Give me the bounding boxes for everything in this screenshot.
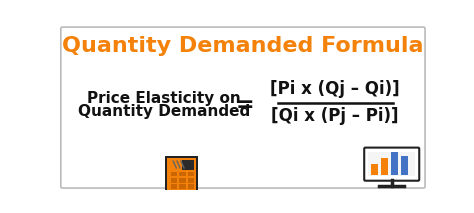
Bar xyxy=(179,190,186,195)
Bar xyxy=(171,172,177,177)
Bar xyxy=(171,178,177,183)
Bar xyxy=(171,190,177,195)
Bar xyxy=(381,158,388,175)
FancyBboxPatch shape xyxy=(61,27,425,188)
Bar xyxy=(167,158,196,193)
Bar xyxy=(171,184,177,189)
Bar xyxy=(165,157,198,195)
Bar xyxy=(391,152,398,175)
Bar xyxy=(179,172,186,177)
Bar xyxy=(169,160,182,170)
Bar xyxy=(188,190,194,195)
Text: Price Elasticity on: Price Elasticity on xyxy=(87,91,241,106)
Text: Quantity Demanded Formula: Quantity Demanded Formula xyxy=(62,36,424,56)
Bar xyxy=(188,184,194,189)
Bar xyxy=(179,178,186,183)
Text: =: = xyxy=(236,95,255,115)
FancyBboxPatch shape xyxy=(364,148,419,181)
Bar xyxy=(401,157,408,175)
Text: Quantity Demanded: Quantity Demanded xyxy=(78,104,250,119)
Bar xyxy=(368,152,415,177)
Bar xyxy=(179,184,186,189)
Text: [Pi x (Qj – Qi)]: [Pi x (Qj – Qi)] xyxy=(270,81,399,98)
Bar xyxy=(371,164,378,175)
Bar xyxy=(188,178,194,183)
Bar xyxy=(188,172,194,177)
Text: [Qi x (Pj – Pi)]: [Qi x (Pj – Pi)] xyxy=(271,107,398,125)
Bar xyxy=(169,160,194,170)
